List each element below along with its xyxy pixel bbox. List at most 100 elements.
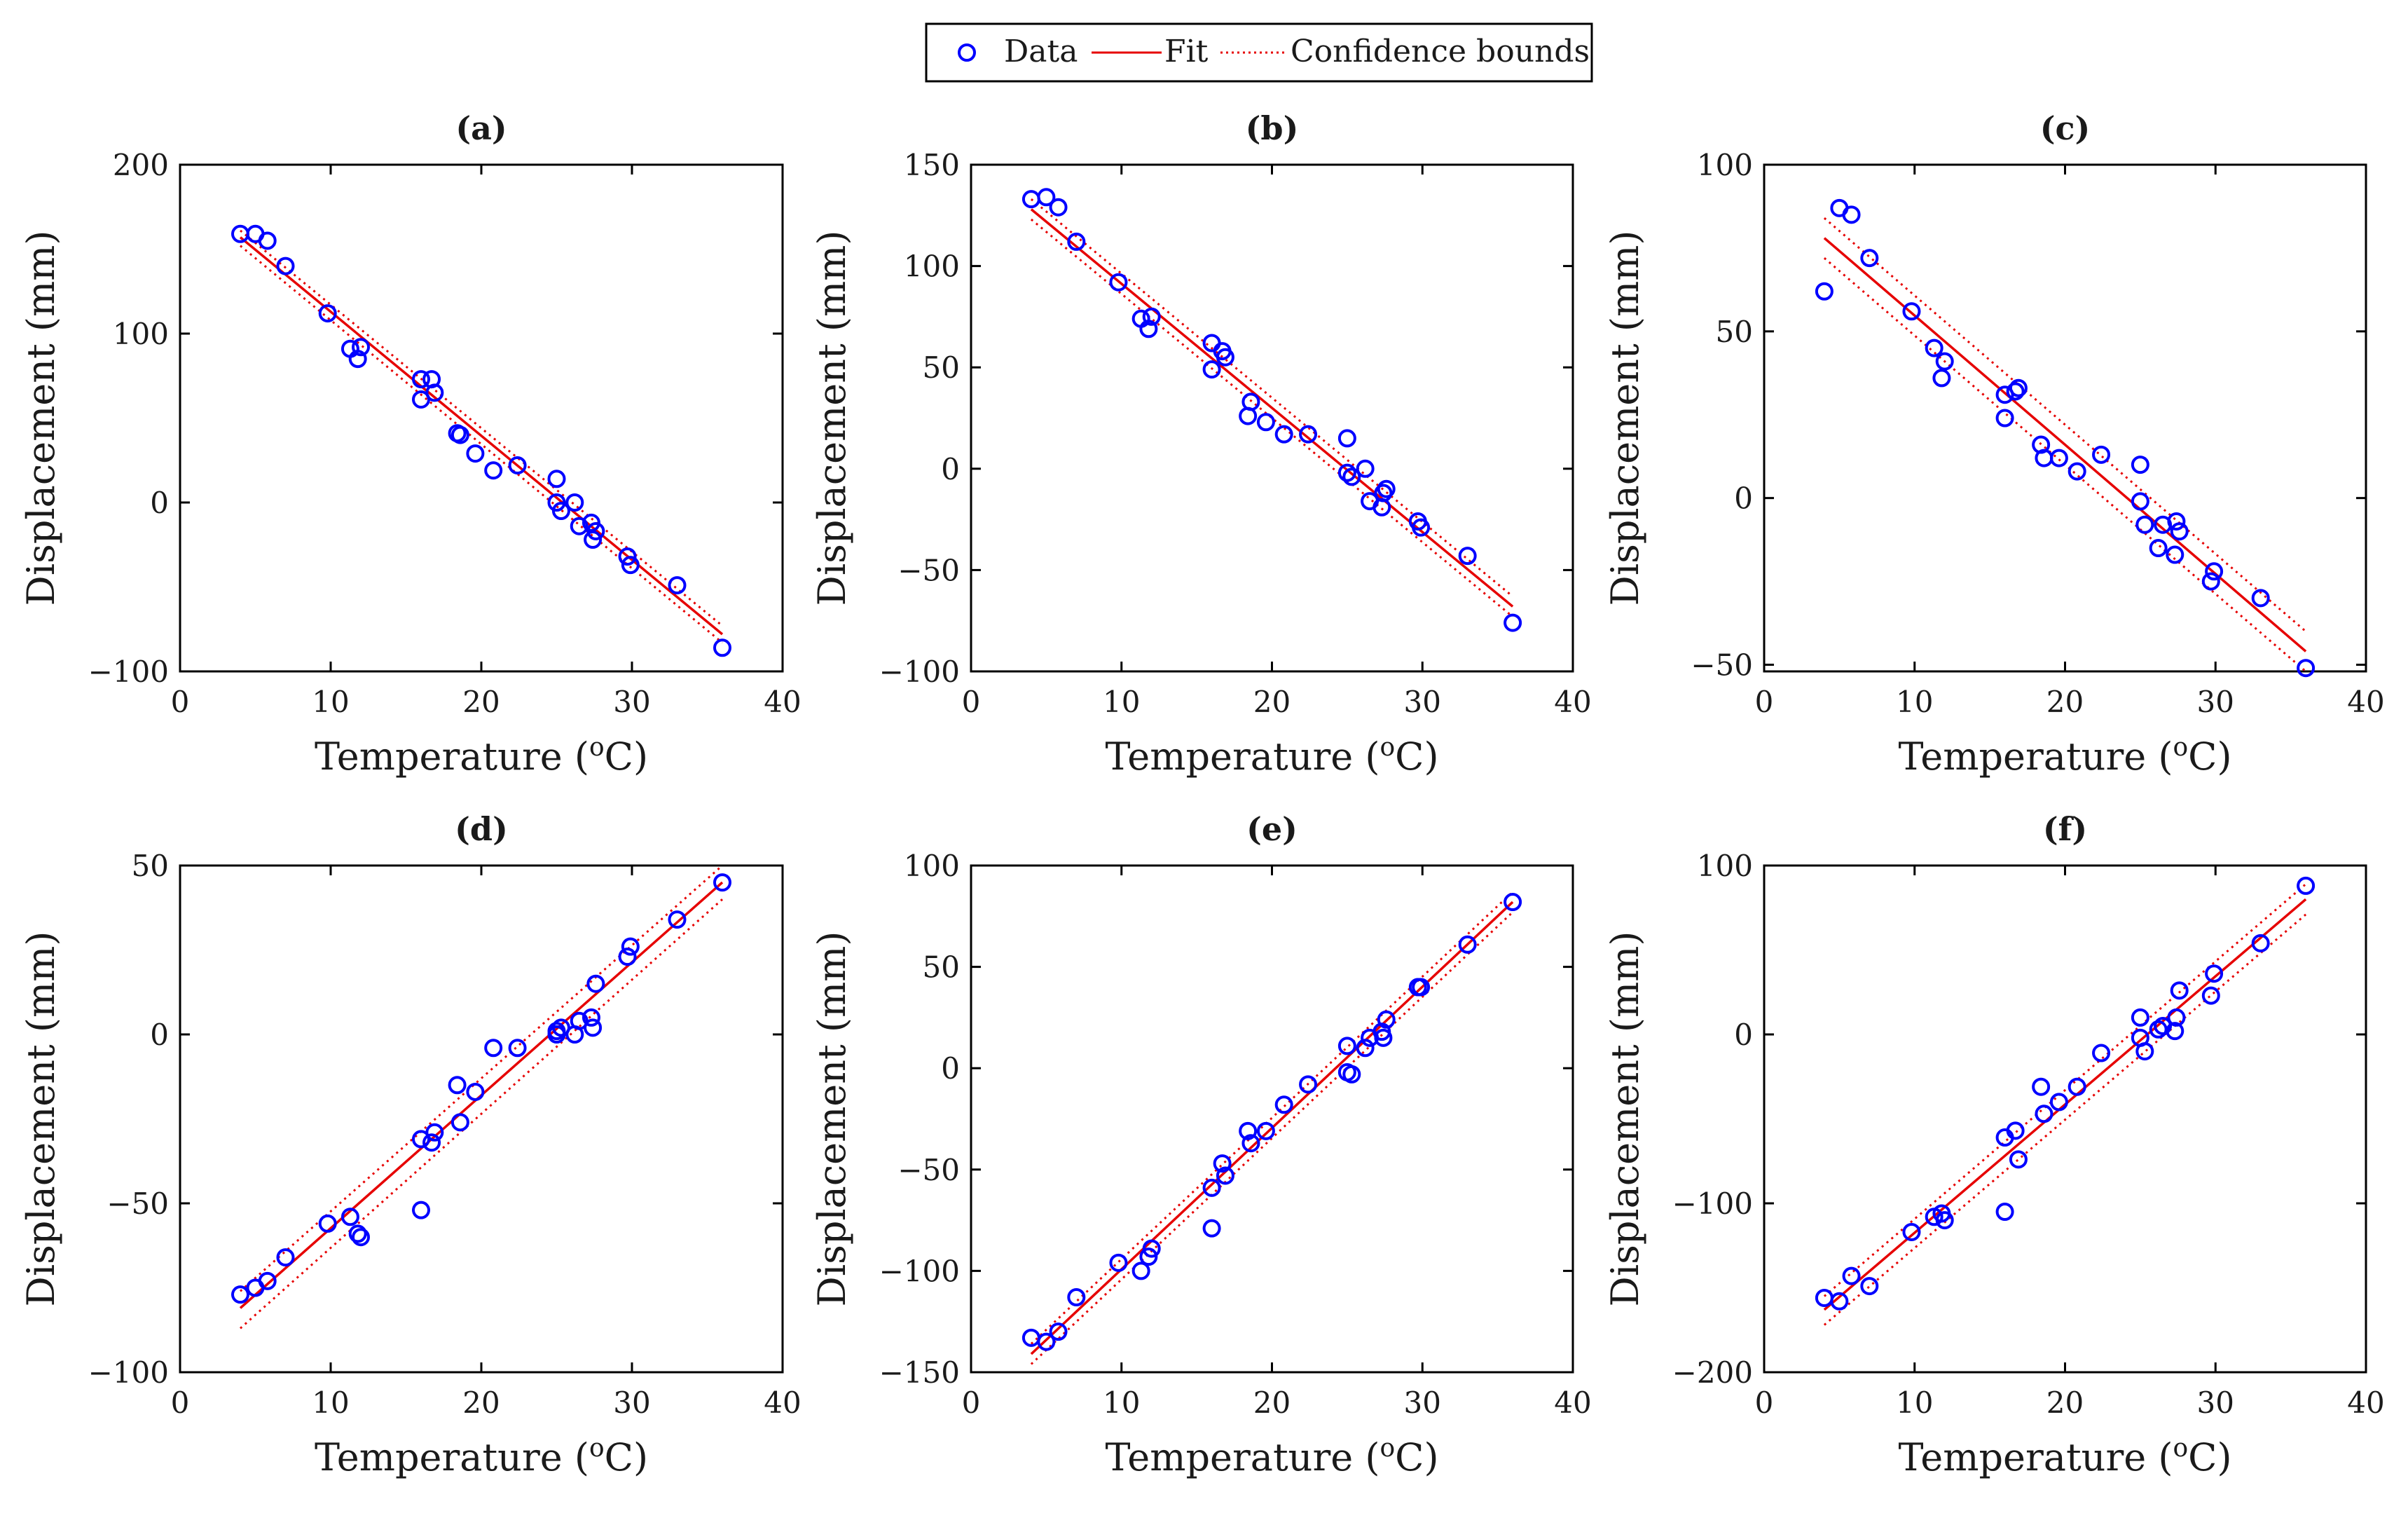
data-point <box>1935 352 1954 371</box>
data-point <box>1337 429 1356 448</box>
y-tick-label: 100 <box>904 249 960 284</box>
x-tick-label: 10 <box>1103 1386 1140 1420</box>
data-point <box>1139 1247 1158 1266</box>
confidence-bound-lower <box>240 898 723 1329</box>
data-point <box>2006 382 2025 401</box>
legend-fit-label: Fit <box>1164 34 1209 69</box>
data-point <box>450 1113 469 1132</box>
panel-e: 0 10 20 30 40 −150 −100 −50 0 50 100 (e) Temperature… <box>810 810 1592 1479</box>
data-point <box>1860 1277 1879 1296</box>
confidence-bound-upper <box>240 229 723 627</box>
data-point <box>668 910 687 929</box>
x-tick-label: 20 <box>462 685 500 719</box>
data-point <box>1356 459 1375 478</box>
legend-data-label: Data <box>1004 34 1078 69</box>
y-tick-label: 0 <box>150 486 169 520</box>
y-tick-label: −150 <box>879 1355 960 1390</box>
data-point <box>1274 1095 1293 1114</box>
data-point <box>713 873 731 892</box>
data-point <box>425 383 444 402</box>
data-point <box>1377 479 1396 498</box>
x-axis-label-tail: C) <box>605 1435 648 1479</box>
data-point <box>1504 613 1522 632</box>
data-point <box>586 974 605 993</box>
y-tick-label: −50 <box>1691 648 1753 682</box>
x-tick-label: 0 <box>962 685 981 719</box>
axes-box <box>179 864 784 1374</box>
x-tick-label: 0 <box>1755 1386 1774 1420</box>
x-tick-label: 40 <box>1554 685 1591 719</box>
data-point <box>1216 1166 1234 1185</box>
x-tick-label: 0 <box>171 685 190 719</box>
y-tick-label: 100 <box>1697 849 1753 883</box>
data-point <box>258 1271 277 1290</box>
data-point <box>1925 339 1943 357</box>
data-point <box>1241 1134 1260 1153</box>
x-axis-label: Temperature (oC) <box>1105 1434 1438 1480</box>
y-tick-label: −50 <box>897 1153 960 1187</box>
data-point <box>1337 463 1356 482</box>
data-point <box>2251 589 2270 608</box>
data-point <box>2049 449 2068 467</box>
data-point <box>1504 893 1522 912</box>
data-point <box>1216 348 1234 367</box>
legend: Data Fit Confidence bounds <box>925 22 1593 83</box>
legend-bounds-label: Confidence bounds <box>1291 34 1590 69</box>
y-axis-label: Displacement (mm) <box>810 231 854 606</box>
y-tick-label: −100 <box>88 1355 169 1390</box>
panel-f: 0 10 20 30 40 −200 −100 0 100 (f) Temperature (oC)… <box>1603 810 2385 1479</box>
data-point <box>1458 935 1477 954</box>
x-axis-label: Temperature (oC) <box>315 1434 648 1480</box>
data-point <box>1842 205 1861 224</box>
y-tick-label: 50 <box>923 350 960 385</box>
data-point <box>584 1018 603 1037</box>
data-point <box>1830 1292 1849 1311</box>
data-point <box>2167 512 2186 531</box>
data-point <box>276 257 295 275</box>
panel-title: (e) <box>1246 810 1298 848</box>
x-axis-label-main: Temperature ( <box>315 1435 589 1479</box>
data-point <box>1067 1287 1086 1306</box>
data-point <box>1241 392 1260 411</box>
y-tick-label: −50 <box>106 1187 169 1221</box>
y-axis-label: Displacement (mm) <box>810 931 854 1307</box>
confidence-bound-lower <box>1030 911 1514 1365</box>
data-point <box>412 370 430 389</box>
y-tick-label: 100 <box>1697 148 1753 182</box>
data-point <box>508 456 527 474</box>
y-tick-label: 100 <box>904 849 960 883</box>
y-tick-label: 0 <box>941 452 960 486</box>
y-tick-label: −100 <box>879 1254 960 1288</box>
confidence-bound-upper <box>1823 217 2307 633</box>
data-point <box>1067 232 1086 251</box>
data-point <box>2297 876 2316 895</box>
legend-box <box>925 22 1593 83</box>
data-point <box>2131 492 2149 511</box>
x-tick-label: 0 <box>962 1386 981 1420</box>
y-tick-label: 50 <box>923 950 960 985</box>
y-tick-label: −100 <box>88 655 169 689</box>
data-point <box>276 1248 295 1267</box>
data-point <box>547 470 566 488</box>
fit-line <box>239 236 724 636</box>
panel-title: (b) <box>1246 109 1299 147</box>
data-point <box>1109 1253 1128 1272</box>
data-point <box>422 1133 441 1152</box>
x-axis-label: Temperature (oC) <box>1105 733 1438 779</box>
x-axis-label-sup: o <box>589 1434 605 1463</box>
data-point <box>1202 1219 1221 1238</box>
data-point <box>1815 1288 1833 1307</box>
data-point <box>618 948 637 966</box>
x-tick-label: 20 <box>2046 685 2084 719</box>
y-tick-label: 50 <box>132 849 169 883</box>
x-tick-label: 0 <box>171 1386 190 1420</box>
data-point <box>1037 188 1056 207</box>
y-tick-label: −200 <box>1672 1355 1753 1390</box>
x-axis-label: Temperature (oC) <box>1898 1434 2231 1480</box>
data-point <box>1458 547 1477 566</box>
data-point <box>1049 1322 1068 1341</box>
data-point <box>2167 1008 2186 1027</box>
